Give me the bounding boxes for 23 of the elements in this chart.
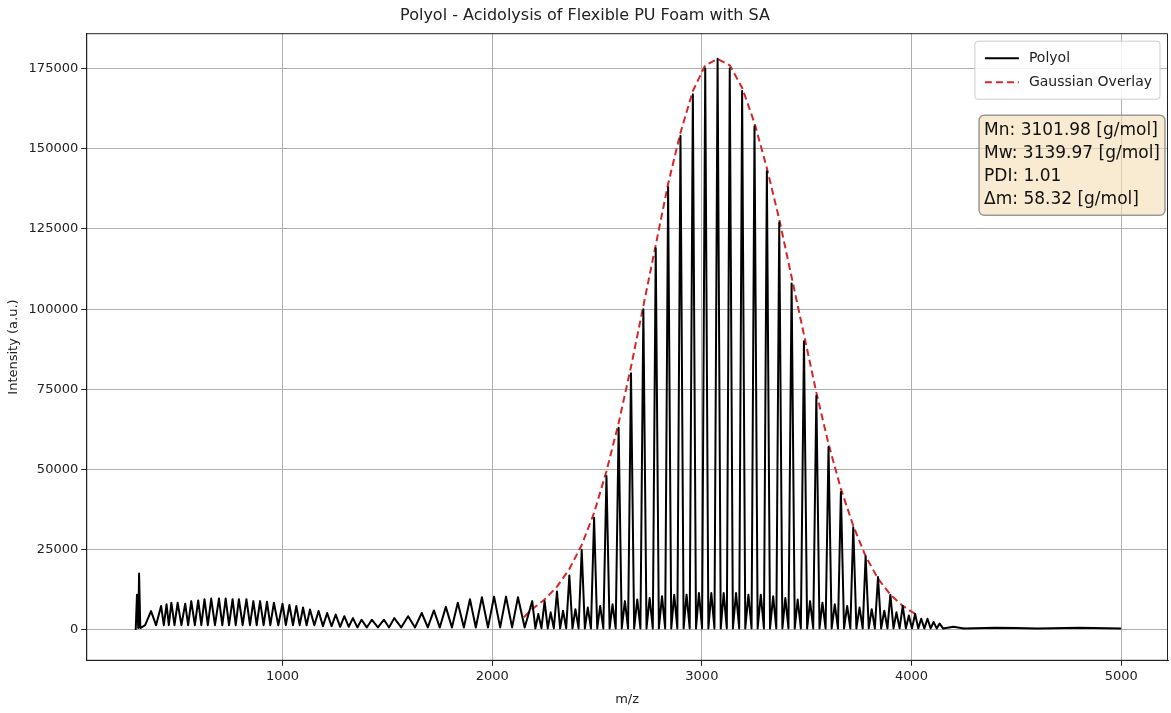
y-tick-label: 50000	[36, 460, 79, 476]
annotation: Δm: 58.32 [g/mol]	[984, 188, 1139, 209]
x-tick-label: 2000	[475, 667, 509, 683]
chart-title: Polyol - Acidolysis of Flexible PU Foam with SA	[400, 4, 770, 24]
y-axis-title: Intensity (a.u.)	[5, 299, 21, 395]
line-series	[522, 57, 917, 619]
annotation: Mn: 3101.98 [g/mol]	[984, 119, 1158, 140]
y-tick-label: 25000	[36, 541, 79, 557]
x-axis-title: m/z	[615, 690, 640, 706]
y-tick-label: 125000	[28, 220, 79, 236]
y-tick-label: 0	[69, 621, 79, 637]
x-tick-label: 4000	[895, 667, 929, 683]
x-tick-label: 1000	[265, 667, 300, 683]
legend-label: Gaussian Overlay	[1028, 72, 1152, 89]
y-tick-label: 175000	[28, 59, 79, 75]
legend-label: Polyol	[1028, 48, 1071, 65]
annotation: PDI: 1.01	[984, 165, 1062, 186]
annotation: Mw: 3139.97 [g/mol]	[984, 142, 1161, 163]
y-tick-label: 75000	[36, 380, 79, 396]
x-tick-label: 3000	[685, 667, 719, 683]
x-tick-label: 5000	[1104, 667, 1138, 683]
y-tick-label: 150000	[28, 140, 79, 156]
y-tick-label: 100000	[28, 300, 79, 316]
